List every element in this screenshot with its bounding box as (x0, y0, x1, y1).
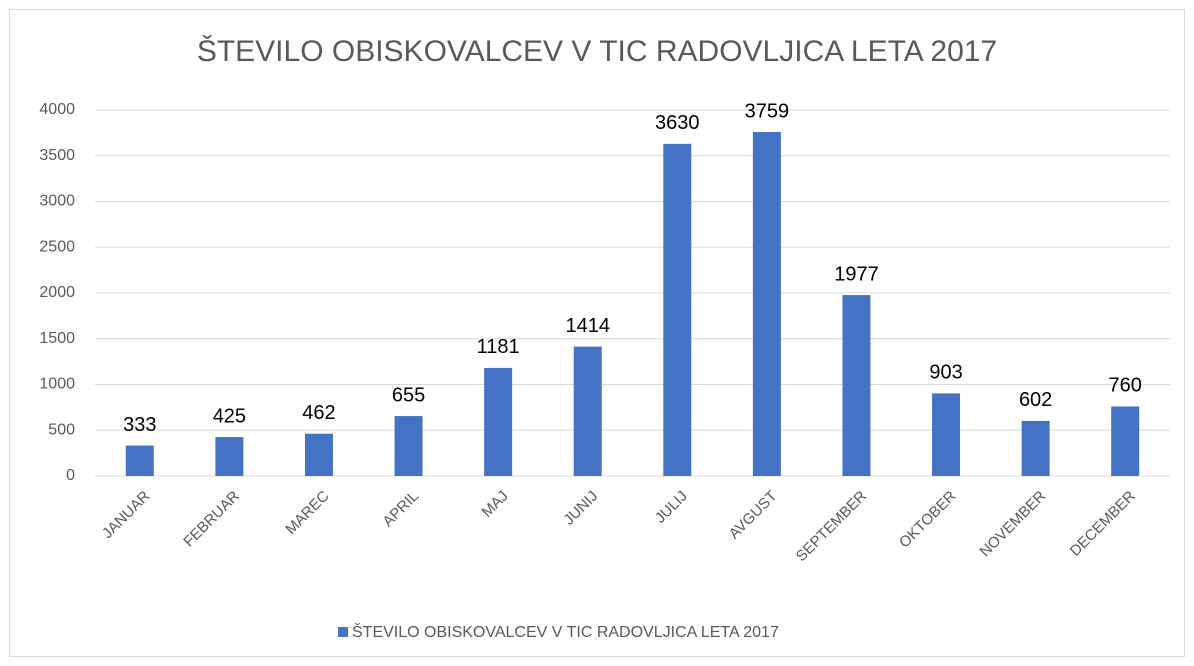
chart-border (9, 9, 1185, 657)
bar (663, 143, 692, 477)
bar (573, 346, 602, 476)
bar (304, 433, 333, 476)
bar (1111, 406, 1140, 476)
bar (125, 445, 154, 476)
y-tick-label: 2500 (39, 238, 75, 255)
bar (932, 393, 961, 476)
data-label: 903 (929, 362, 962, 384)
data-label: 3759 (745, 100, 790, 122)
y-tick-label: 3500 (39, 147, 75, 164)
data-label: 425 (213, 405, 246, 427)
data-label: 1977 (834, 263, 879, 285)
y-tick-label: 2000 (39, 284, 75, 301)
y-tick-label: 4000 (39, 101, 75, 118)
bar (484, 367, 513, 476)
y-tick-label: 1500 (39, 330, 75, 347)
y-tick-label: 0 (66, 467, 75, 484)
bar (215, 437, 244, 476)
y-tick-label: 1000 (39, 376, 75, 393)
bar (842, 295, 871, 476)
data-label: 602 (1019, 389, 1052, 411)
data-label: 760 (1109, 375, 1142, 397)
bar (752, 132, 781, 476)
legend-label: ŠTEVILO OBISKOVALCEV V TIC RADOVLJICA LE… (352, 622, 779, 641)
data-label: 333 (123, 414, 156, 436)
data-label: 655 (392, 384, 425, 406)
y-tick-label: 3000 (39, 193, 75, 210)
data-label: 3630 (655, 112, 700, 134)
legend-swatch (338, 627, 348, 637)
y-tick-label: 500 (48, 421, 75, 438)
bar (394, 416, 423, 476)
chart-title: ŠTEVILO OBISKOVALCEV V TIC RADOVLJICA LE… (197, 34, 997, 68)
data-label: 462 (302, 402, 335, 424)
data-label: 1414 (565, 315, 610, 337)
bar (1021, 420, 1050, 476)
data-label: 1181 (477, 336, 520, 358)
